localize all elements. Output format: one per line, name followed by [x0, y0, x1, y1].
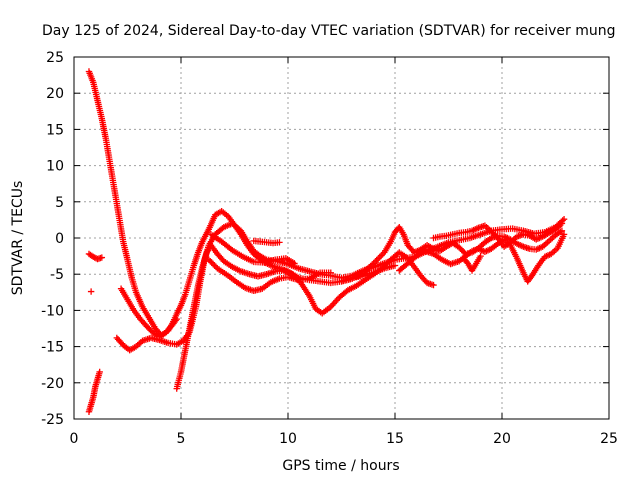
data-point: [383, 260, 390, 268]
data-point: [327, 269, 334, 276]
data-point: [173, 315, 180, 323]
series-arc-11: [338, 223, 566, 285]
series-arc-15: [460, 252, 484, 274]
data-point: [477, 252, 484, 260]
x-tick-label: 0: [70, 431, 79, 447]
y-tick-label: -20: [41, 376, 64, 392]
series-arc-10: [250, 237, 283, 247]
data-point: [374, 255, 382, 262]
x-tick-label: 10: [279, 431, 297, 447]
data-point: [276, 239, 283, 246]
data-point: [96, 368, 103, 376]
series-arc-3: [85, 250, 106, 263]
series-arc-2: [85, 368, 103, 415]
data-point: [211, 262, 218, 269]
data-point: [560, 215, 568, 223]
plot-frame: [73, 56, 610, 420]
x-tick-label: 15: [386, 431, 404, 447]
data-point: [291, 260, 298, 267]
data-point: [560, 231, 568, 238]
y-tick-label: -15: [41, 340, 64, 356]
data-point: [378, 265, 386, 272]
chart-title: Day 125 of 2024, Sidereal Day-to-day VTE…: [42, 23, 616, 39]
series-arc-4: [87, 288, 95, 295]
data-point: [172, 317, 179, 324]
x-tick-labels: 0 5 10 15 20 25: [70, 431, 618, 447]
data-point: [207, 257, 214, 265]
data-point: [289, 271, 296, 278]
data-point: [430, 281, 437, 289]
series-arc-14: [430, 220, 566, 250]
x-tick-label: 5: [177, 431, 186, 447]
y-tick-label: 10: [46, 159, 64, 175]
data-point: [98, 254, 106, 261]
y-axis-label: SDTVAR / TECUs: [10, 181, 26, 296]
series-arc-12: [353, 249, 437, 289]
data-point: [87, 288, 95, 295]
data-point: [91, 254, 98, 261]
data-point: [205, 256, 213, 263]
y-tick-label: 5: [55, 195, 64, 211]
x-tick-label: 20: [493, 431, 511, 447]
x-axis-label: GPS time / hours: [282, 458, 399, 474]
data-point: [558, 220, 566, 227]
grid-lines: [74, 57, 609, 419]
series-arc-9: [207, 231, 298, 267]
data-point: [559, 217, 566, 224]
series-arc-7: [173, 242, 377, 392]
y-tick-label: 25: [46, 50, 64, 66]
data-point: [209, 260, 217, 268]
data-point: [391, 262, 399, 269]
x-tick-label: 25: [600, 431, 618, 447]
series-arc-1: [85, 68, 399, 339]
data-point: [380, 263, 387, 271]
y-tick-label: -25: [41, 412, 64, 428]
data-point: [208, 259, 215, 266]
y-tick-label: 0: [55, 231, 64, 247]
data-point: [376, 253, 383, 261]
data-marks: [85, 68, 568, 415]
data-point: [558, 227, 566, 234]
series-arc-8: [205, 256, 334, 295]
data-point: [90, 253, 97, 261]
data-point: [212, 263, 220, 271]
y-tick-label: 15: [46, 122, 64, 138]
data-point: [378, 252, 385, 259]
y-tick-labels: 25 20 15 10 5 0 -5 -10 -15 -20 -25: [41, 50, 64, 428]
data-point: [384, 259, 392, 266]
y-tick-label: 20: [46, 86, 64, 102]
series-arc-6: [117, 285, 180, 340]
data-point: [381, 262, 389, 269]
y-tick-label: -5: [50, 267, 64, 283]
y-tick-label: -10: [41, 303, 64, 319]
